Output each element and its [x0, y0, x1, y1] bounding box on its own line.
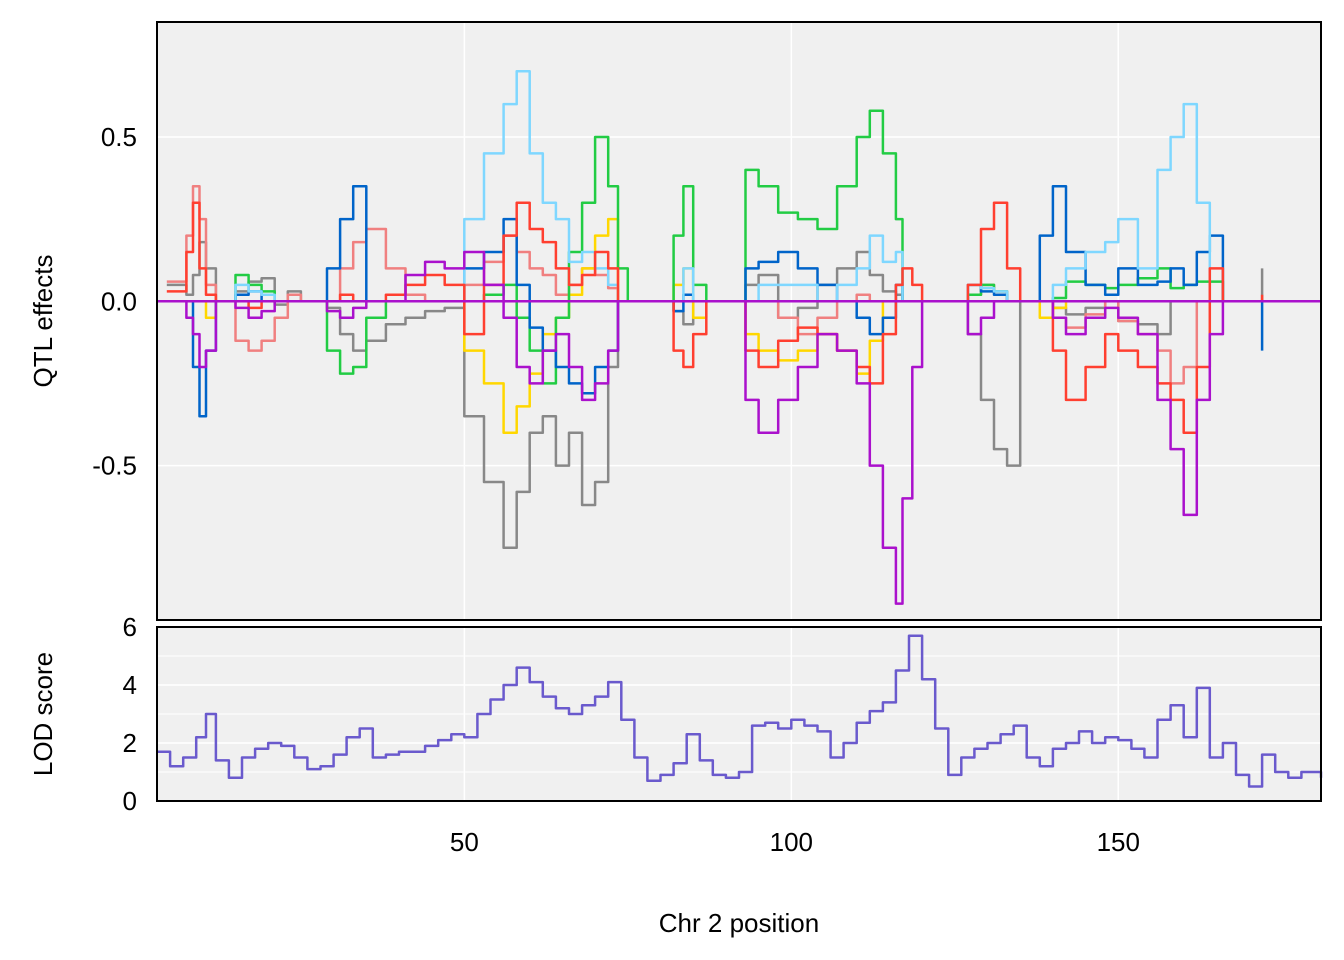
effects-y-tick-label: 0.5	[101, 122, 137, 152]
lod-y-tick-label: 2	[123, 728, 137, 758]
effects-plot-background	[157, 22, 1321, 620]
effects-y-tick-label: -0.5	[92, 451, 137, 481]
lod-panel: 0 2 4 6 50 100 150 LOD score Chr 2 position	[28, 612, 1323, 938]
x-tick-labels: 50 100 150	[450, 827, 1140, 857]
effects-y-axis-title: QTL effects	[28, 255, 58, 388]
x-axis-title: Chr 2 position	[659, 908, 819, 938]
lod-y-tick-labels: 0 2 4 6	[123, 612, 137, 816]
effects-plot-frame	[156, 21, 1322, 621]
effects-y-tick-label: 0.0	[101, 286, 137, 316]
lod-series-group	[157, 634, 1323, 788]
lod-y-tick-label: 4	[123, 670, 137, 700]
lod-y-tick-label: 6	[123, 612, 137, 642]
x-tick-label: 150	[1097, 827, 1140, 857]
x-tick-label: 50	[450, 827, 479, 857]
lod-y-axis-title: LOD score	[28, 652, 58, 776]
effects-y-tick-labels: 0.5 0.0 -0.5	[92, 122, 137, 481]
x-tick-label: 100	[770, 827, 813, 857]
lod-y-tick-label: 0	[123, 786, 137, 816]
effects-series-group	[157, 70, 1321, 605]
effects-series-line-7	[166, 201, 1264, 434]
lod-score-line	[157, 634, 1323, 788]
effects-panel: 0.5 0.0 -0.5 QTL effects	[28, 21, 1322, 621]
lod-plot-frame	[156, 626, 1322, 802]
